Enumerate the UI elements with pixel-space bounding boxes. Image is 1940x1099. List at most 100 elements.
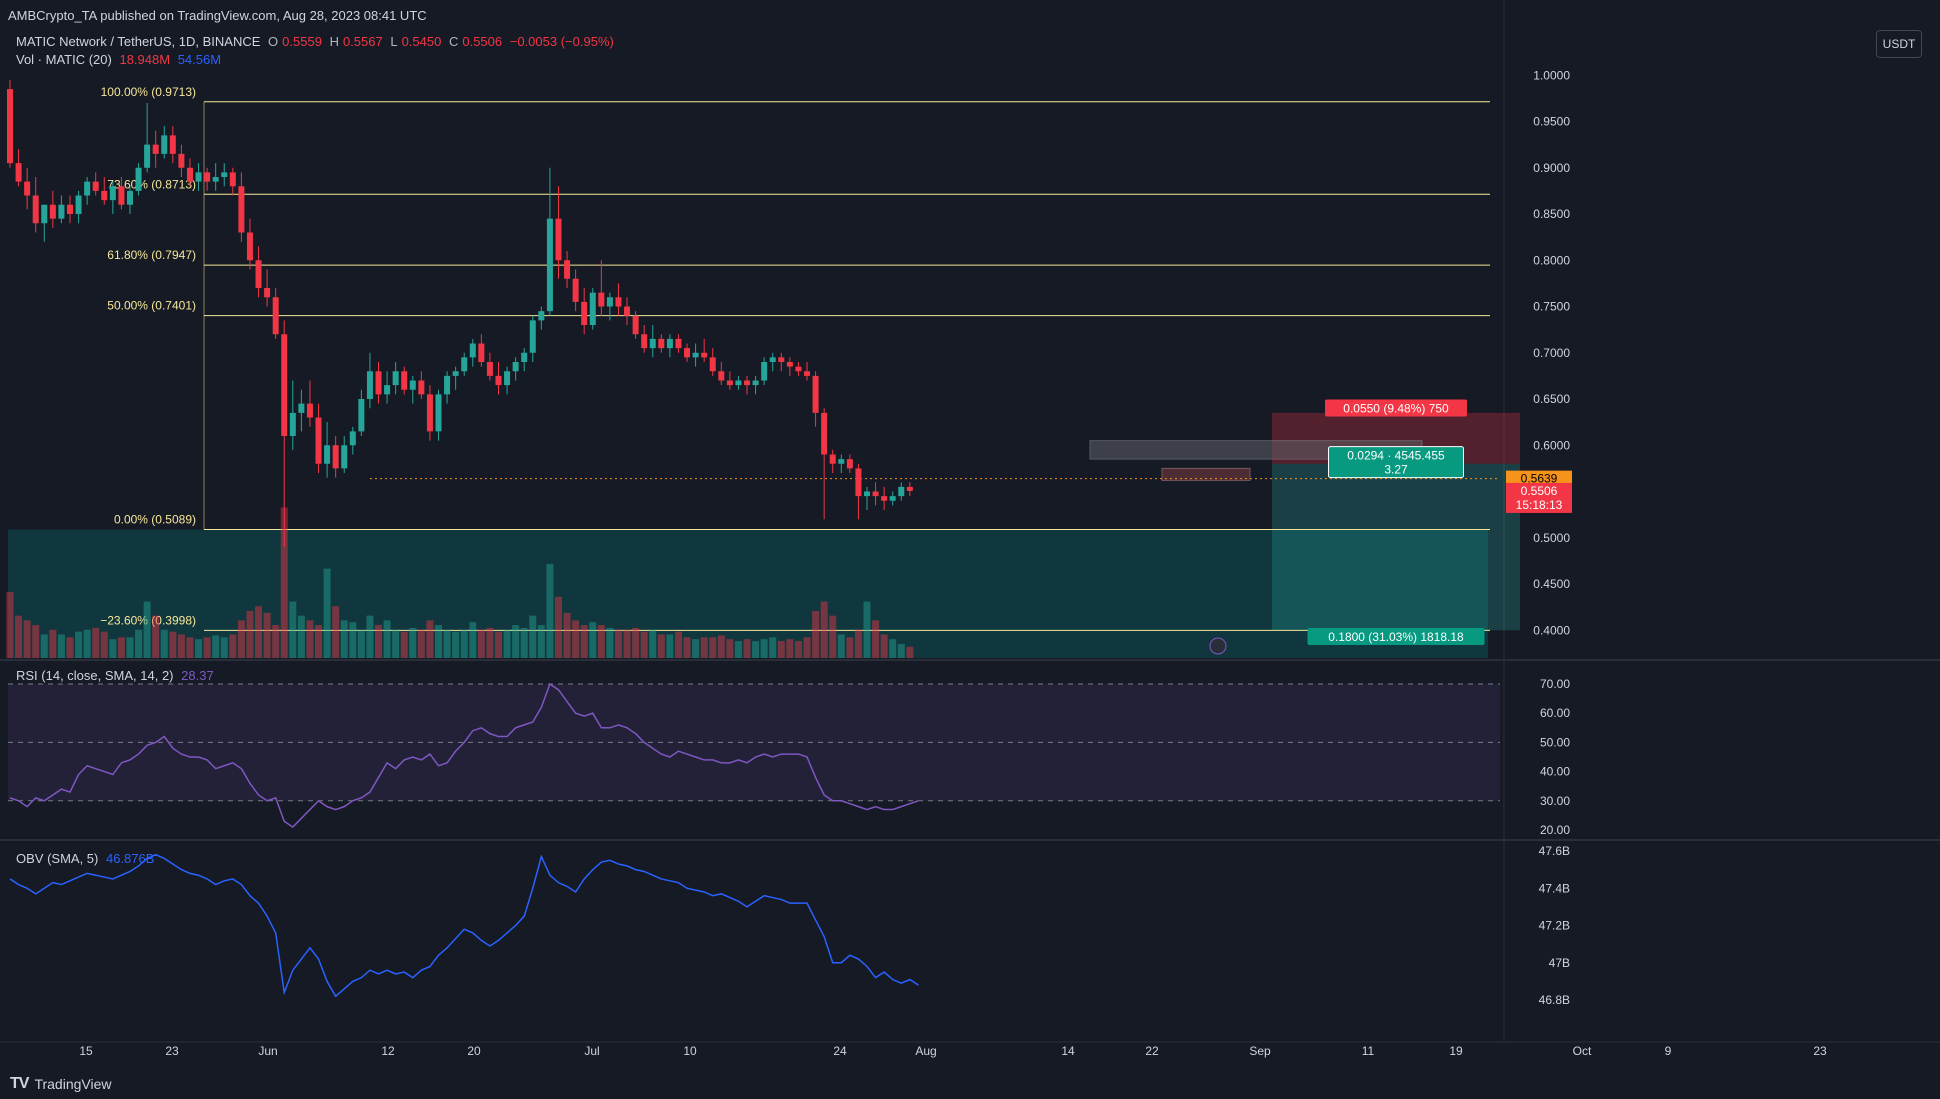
volume-bar — [803, 637, 811, 658]
volume-bar — [237, 620, 245, 658]
candle-body — [641, 334, 648, 349]
volume-bar — [829, 615, 837, 658]
fib-level-label: 100.00% (0.9713) — [101, 85, 196, 99]
volume-bar — [92, 627, 100, 658]
currency-button[interactable]: USDT — [1876, 30, 1922, 58]
obv-tick-label: 47.4B — [1539, 881, 1570, 895]
volume-bar — [786, 639, 794, 658]
symbol-name: MATIC Network / TetherUS, 1D, BINANCE — [16, 34, 261, 49]
volume-bar — [546, 563, 554, 658]
time-tick-label: 24 — [833, 1044, 847, 1058]
volume-bar — [743, 639, 751, 658]
fib-level-label: 50.00% (0.7401) — [107, 299, 196, 313]
candle-body — [649, 338, 656, 349]
volume-bar — [323, 568, 331, 658]
volume-bar — [195, 639, 203, 658]
high-value: 0.5567 — [342, 34, 383, 49]
support-zone — [8, 529, 1488, 658]
candle-body — [889, 496, 896, 501]
rsi-value: 28.37 — [181, 668, 214, 683]
volume-bar — [812, 610, 820, 658]
candle-body — [75, 195, 82, 214]
price-tag-bg — [1506, 470, 1572, 487]
volume-bar — [332, 606, 340, 658]
price-tag: 0.5506 — [1521, 484, 1558, 498]
price-tick-label: 0.6000 — [1533, 438, 1570, 452]
candle-body — [426, 394, 433, 432]
price-tick-label: 0.9000 — [1533, 161, 1570, 175]
tradingview-brand[interactable]: TV TradingView — [10, 1075, 112, 1093]
volume-bar — [417, 629, 425, 658]
stop-loss-label-bg — [1325, 399, 1467, 417]
rsi-tick-label: 20.00 — [1540, 823, 1570, 837]
candle-body — [418, 380, 425, 395]
candle-body — [161, 135, 168, 154]
price-tick-label: 0.5000 — [1533, 531, 1570, 545]
volume-bar — [152, 615, 160, 658]
candle-body — [478, 343, 485, 362]
candle-body — [906, 486, 913, 491]
candle-body — [658, 338, 665, 349]
volume-bar — [169, 631, 177, 658]
time-tick-label: 20 — [467, 1044, 481, 1058]
rsi-tick-label: 40.00 — [1540, 765, 1570, 779]
candle-body — [315, 417, 322, 464]
volume-bar — [40, 634, 48, 658]
volume-bar — [177, 634, 185, 658]
candle-body — [169, 135, 176, 154]
volume-bar — [409, 627, 417, 658]
candle-body — [829, 454, 836, 464]
volume-bar — [220, 637, 228, 658]
candle-body — [358, 399, 365, 432]
volume-bar — [135, 629, 143, 658]
candle-body — [341, 445, 348, 469]
volume-bar — [837, 634, 845, 658]
fib-level-label: 61.80% (0.7947) — [107, 248, 196, 262]
candle-body — [486, 362, 493, 376]
candle-body — [744, 380, 751, 386]
volume-bar — [863, 601, 871, 658]
volume-bar — [435, 625, 442, 658]
volume-bar — [657, 634, 665, 658]
price-tag-bg — [1506, 482, 1572, 499]
volume-bar — [280, 507, 288, 658]
rsi-line — [9, 682, 919, 829]
volume-bar — [726, 639, 734, 658]
candle-body — [495, 375, 502, 386]
tradingview-logo-icon: TV — [10, 1075, 29, 1092]
candle-body — [126, 190, 133, 205]
volume-bar — [889, 639, 897, 658]
open-value: 0.5559 — [282, 34, 322, 49]
candle-body — [632, 315, 639, 335]
candle-body — [281, 334, 288, 436]
volume-bar — [717, 635, 725, 658]
candle-body — [855, 468, 862, 497]
candle-body — [435, 394, 442, 432]
time-tick-label: 22 — [1145, 1044, 1159, 1058]
volume-bar — [769, 637, 777, 658]
volume-bar — [494, 631, 502, 658]
volume-bar — [375, 625, 383, 658]
time-tick-label: Jun — [258, 1044, 277, 1058]
candle-body — [846, 459, 853, 469]
candle-body — [221, 172, 228, 177]
candle-body — [804, 371, 811, 376]
fib-level-label: 73.60% (0.8713) — [107, 177, 196, 191]
volume-bar — [426, 620, 434, 658]
candle-body — [255, 260, 262, 288]
change-value: −0.0053 (−0.95%) — [509, 34, 614, 49]
candle-body — [598, 292, 605, 307]
volume-bar — [597, 625, 605, 658]
volume-bar — [674, 631, 682, 658]
candle-body — [718, 371, 725, 381]
candle-body — [92, 181, 99, 191]
volume-bar — [255, 606, 263, 658]
volume-bar — [203, 637, 211, 658]
volume-bar — [606, 627, 614, 658]
candle-body — [135, 167, 142, 191]
time-tick-label: Oct — [1573, 1044, 1592, 1058]
volume-bar — [854, 629, 862, 658]
price-tick-label: 1.0000 — [1533, 68, 1570, 82]
volume-bar — [520, 627, 528, 658]
